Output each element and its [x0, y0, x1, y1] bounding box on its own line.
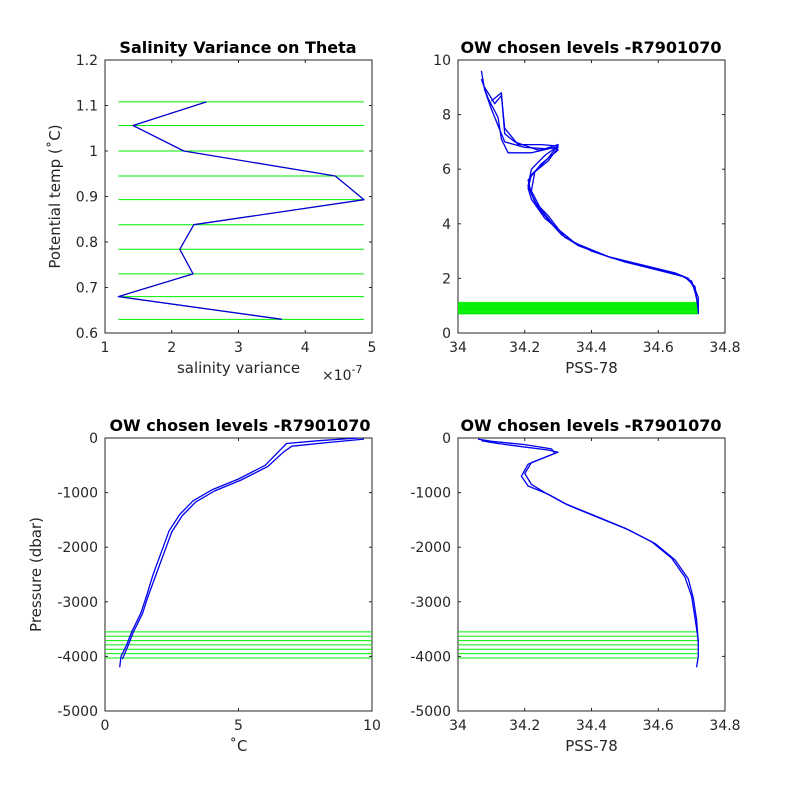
y-tick-label: 4: [442, 217, 451, 233]
y-tick-label: -2000: [410, 540, 451, 556]
data-series-line: [490, 92, 572, 241]
data-series-line: [477, 438, 699, 643]
chart-panel-2: 34 34.2 34.4 34.6 34.8 0 2 4 6 8 10 OW chosen level…: [433, 38, 740, 377]
y-tick-label: 1: [89, 144, 98, 160]
x-tick-label: 34.8: [709, 340, 740, 356]
x-tick-label: 3: [234, 340, 243, 356]
x-tick-label: 2: [167, 340, 176, 356]
y-tick-label: 0.9: [76, 190, 98, 206]
x-tick-label: 34.2: [509, 340, 540, 356]
y-tick-label: -2000: [57, 540, 98, 556]
x-tick-label: 34: [449, 718, 467, 734]
y-tick-label: 0.8: [76, 235, 98, 251]
x-tick-label: 4: [301, 340, 310, 356]
y-tick-label: -5000: [410, 704, 451, 720]
y-tick-label: 0.7: [76, 281, 98, 297]
chart-panel-1: 1 2 3 4 5 0.6 0.7 0.8 0.9 1 1.1 1.2 Salinity Varianc…: [46, 38, 376, 384]
x-tick-label: 0: [101, 718, 110, 734]
y-tick-label: -3000: [57, 595, 98, 611]
x-axis-label: ˚C: [230, 737, 248, 755]
x-axis-label: salinity variance: [177, 359, 300, 377]
x-tick-label: 34.4: [576, 340, 607, 356]
y-tick-label: 1.1: [76, 99, 98, 115]
y-tick-label: 0: [442, 326, 451, 342]
y-tick-label: 2: [442, 271, 451, 287]
x-axis-label: PSS-78: [565, 359, 618, 377]
data-series-line: [117, 101, 365, 320]
y-tick-label: 10: [433, 53, 451, 69]
chart-title: Salinity Variance on Theta: [119, 38, 356, 57]
data-series-line: [121, 438, 365, 660]
plot-area: [104, 437, 373, 712]
chart-panel-3: 0 5 10 -5000 -4000 -3000 -2000 -1000 0 OW chosen …: [27, 416, 381, 755]
y-tick-label: 0: [89, 431, 98, 447]
y-axis-label: Potential temp (˚C): [46, 124, 64, 268]
y-tick-label: 0.6: [76, 326, 98, 342]
x-axis-exponent: ×10-7: [322, 363, 363, 384]
x-tick-label: 5: [234, 718, 243, 734]
y-axis-label: Pressure (dbar): [27, 517, 45, 632]
y-tick-label: -5000: [57, 704, 98, 720]
y-tick-label: -1000: [57, 486, 98, 502]
x-tick-label: 1: [101, 340, 110, 356]
y-tick-label: -1000: [410, 486, 451, 502]
y-tick-label: -3000: [410, 595, 451, 611]
x-axis-label: PSS-78: [565, 737, 618, 755]
chart-title: OW chosen levels -R7901070: [460, 416, 721, 435]
y-tick-label: 6: [442, 162, 451, 178]
chart-title: OW chosen levels -R7901070: [109, 416, 370, 435]
x-tick-label: 34.4: [576, 718, 607, 734]
x-tick-label: 34.8: [709, 718, 740, 734]
chart-panel-4: 34 34.2 34.4 34.6 34.8 -5000 -4000 -3000 -2000 -1…: [410, 416, 740, 755]
y-tick-label: -4000: [410, 649, 451, 665]
y-tick-label: -4000: [57, 649, 98, 665]
x-tick-label: 34.6: [643, 340, 674, 356]
y-tick-label: 0: [442, 431, 451, 447]
plot-area: [457, 437, 726, 712]
y-tick-label: 8: [442, 108, 451, 124]
x-tick-label: 10: [363, 718, 381, 734]
plot-area: [457, 59, 726, 334]
plot-area: [104, 59, 373, 334]
data-series-line: [119, 437, 359, 668]
x-tick-label: 34.2: [509, 718, 540, 734]
x-tick-label: 34.6: [643, 718, 674, 734]
x-tick-label: 34: [449, 340, 467, 356]
y-tick-label: 1.2: [76, 53, 98, 69]
chart-title: OW chosen levels -R7901070: [460, 38, 721, 57]
x-tick-label: 5: [368, 340, 377, 356]
